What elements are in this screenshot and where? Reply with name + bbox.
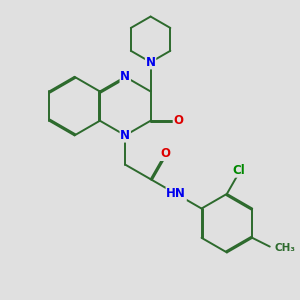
Text: N: N	[120, 70, 130, 83]
Text: HN: HN	[166, 188, 186, 200]
Text: Cl: Cl	[232, 164, 245, 177]
Text: CH₃: CH₃	[274, 243, 295, 253]
Text: N: N	[146, 56, 156, 69]
Text: O: O	[173, 114, 183, 127]
Text: N: N	[120, 129, 130, 142]
Text: O: O	[160, 147, 170, 160]
